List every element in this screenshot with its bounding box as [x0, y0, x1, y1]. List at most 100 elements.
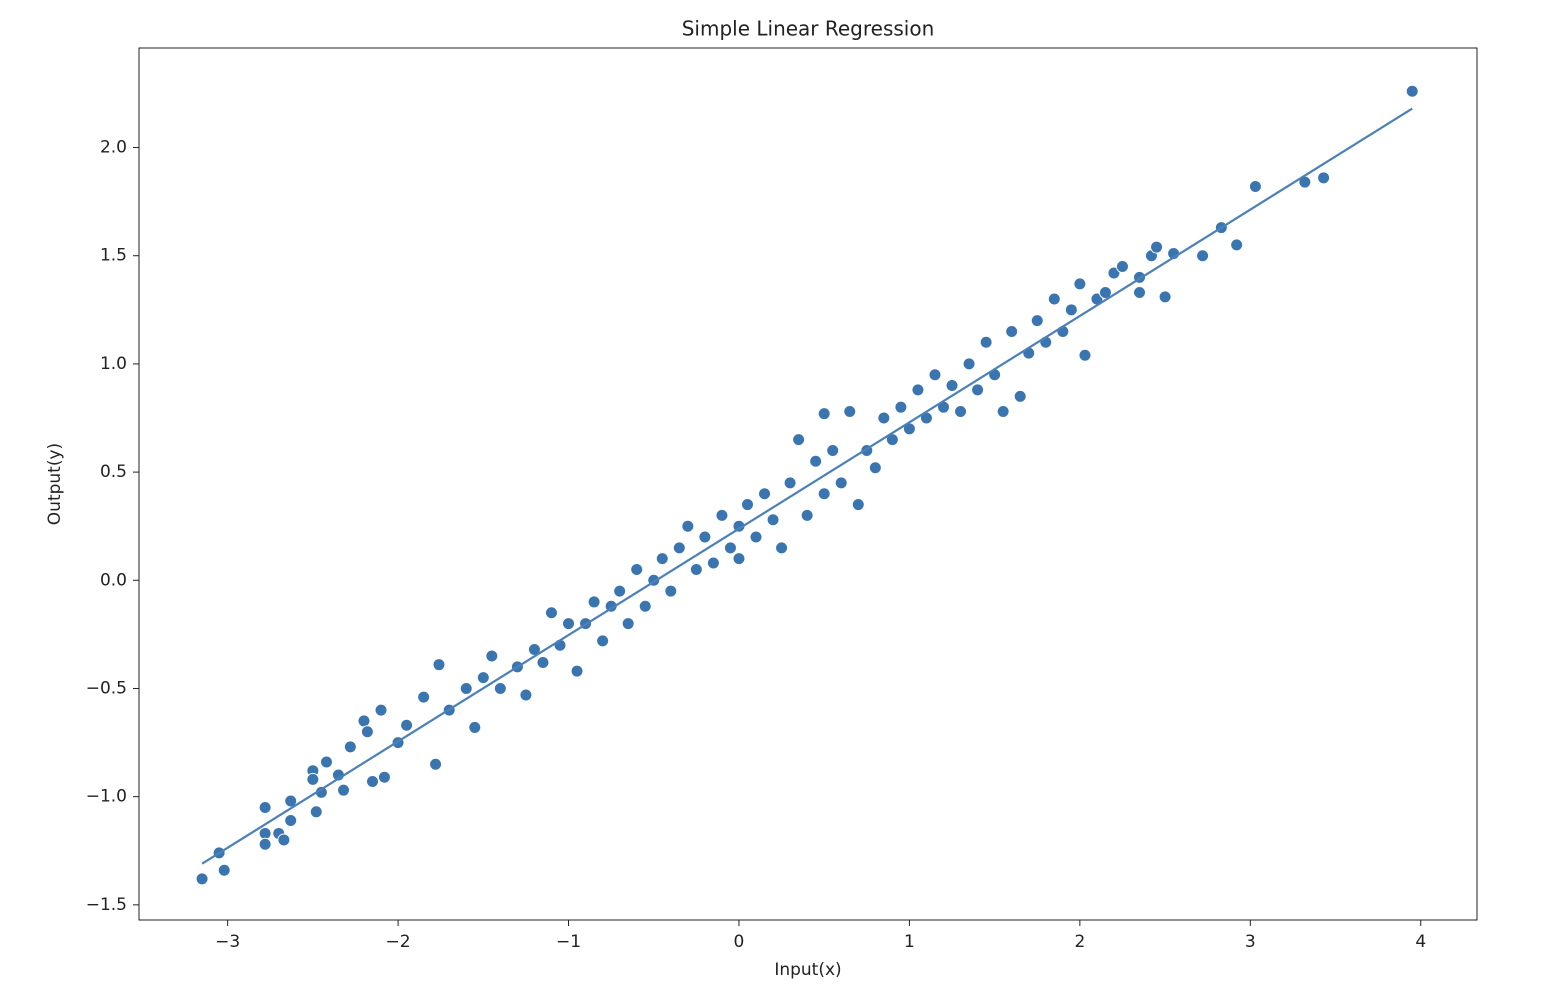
x-tick-label: −2 [386, 932, 411, 952]
scatter-point [306, 772, 320, 786]
x-tick-label: 1 [904, 932, 915, 952]
scatter-point [544, 606, 558, 620]
scatter-point [732, 552, 746, 566]
scatter-point [1196, 249, 1210, 263]
scatter-point [284, 794, 298, 808]
scatter-point [377, 770, 391, 784]
y-tick-label: 1.0 [100, 354, 127, 374]
scatter-point [800, 508, 814, 522]
chart-title: Simple Linear Regression [682, 17, 935, 41]
scatter-point [258, 800, 272, 814]
scatter-point [766, 513, 780, 527]
scatter-point [758, 487, 772, 501]
scatter-point [217, 863, 231, 877]
regression-line [201, 107, 1413, 865]
scatter-point [715, 508, 729, 522]
scatter-point [868, 461, 882, 475]
scatter-point [570, 664, 584, 678]
scatter-point [638, 599, 652, 613]
x-tick-label: 4 [1415, 932, 1426, 952]
scatter-point [1133, 286, 1147, 300]
scatter-point [996, 405, 1010, 419]
scatter-point [319, 755, 333, 769]
scatter-point [630, 562, 644, 576]
scatter-point [1150, 240, 1164, 254]
scatter-point [493, 681, 507, 695]
scatter-point [468, 720, 482, 734]
y-tick-label: 1.5 [100, 246, 127, 266]
scatter-point [400, 718, 414, 732]
scatter-point [971, 383, 985, 397]
scatter-point [1047, 292, 1061, 306]
scatter-point [1005, 324, 1019, 338]
scatter-point [1115, 260, 1129, 274]
scatter-point [374, 703, 388, 717]
scatter-point [432, 658, 446, 672]
scatter-point [911, 383, 925, 397]
scatter-point [681, 519, 695, 533]
x-tick-label: −1 [556, 932, 581, 952]
y-tick-label: 0.0 [100, 570, 127, 590]
scatter-point [476, 671, 490, 685]
scatter-point [343, 740, 357, 754]
scatter-point [664, 584, 678, 598]
scatter-point [698, 530, 712, 544]
scatter-point [258, 826, 272, 840]
scatter-point [621, 617, 635, 631]
scatter-point [360, 725, 374, 739]
scatter-point [429, 757, 443, 771]
scatter-point [945, 379, 959, 393]
scatter-point [689, 562, 703, 576]
scatter-point [672, 541, 686, 555]
scatter-point [366, 775, 380, 789]
scatter-point [826, 443, 840, 457]
scatter-point [485, 649, 499, 663]
scatter-point [1073, 277, 1087, 291]
scatter-point [706, 556, 720, 570]
scatter-point [809, 454, 823, 468]
scatter-point [1064, 303, 1078, 317]
scatter-point [1317, 171, 1331, 185]
scatter-point [1230, 238, 1244, 252]
scatter-point [979, 335, 993, 349]
y-tick-label: 0.5 [100, 462, 127, 482]
scatter-point [337, 783, 351, 797]
scatter-point [877, 411, 891, 425]
scatter-point [749, 530, 763, 544]
scatter-point [775, 541, 789, 555]
y-axis-label: Output(y) [45, 443, 65, 525]
scatter-point [740, 498, 754, 512]
scatter-point [843, 405, 857, 419]
scatter-point [723, 541, 737, 555]
y-tick-label: −0.5 [86, 678, 127, 698]
scatter-point [1078, 348, 1092, 362]
scatter-point [928, 368, 942, 382]
scatter-point [962, 357, 976, 371]
scatter-point [587, 595, 601, 609]
scatter-point [1098, 286, 1112, 300]
x-axis-label: Input(x) [774, 960, 841, 980]
scatter-point [1107, 266, 1121, 280]
x-tick-label: −3 [215, 932, 240, 952]
scatter-point [1405, 84, 1419, 98]
scatter-point [817, 487, 831, 501]
scatter-point [1013, 389, 1027, 403]
scatter-point [357, 714, 371, 728]
scatter-point [277, 833, 291, 847]
scatter-point [284, 813, 298, 827]
scatter-point [596, 634, 610, 648]
scatter-point [309, 805, 323, 819]
scatter-point [536, 656, 550, 670]
scatter-point [834, 476, 848, 490]
x-tick-label: 0 [734, 932, 745, 952]
x-tick-label: 2 [1074, 932, 1085, 952]
scatter-point [258, 837, 272, 851]
scatter-point [519, 688, 533, 702]
scatter-point [783, 476, 797, 490]
plot-frame [138, 47, 1478, 921]
y-tick-label: −1.5 [86, 895, 127, 915]
scatter-point [562, 617, 576, 631]
scatter-point [613, 584, 627, 598]
